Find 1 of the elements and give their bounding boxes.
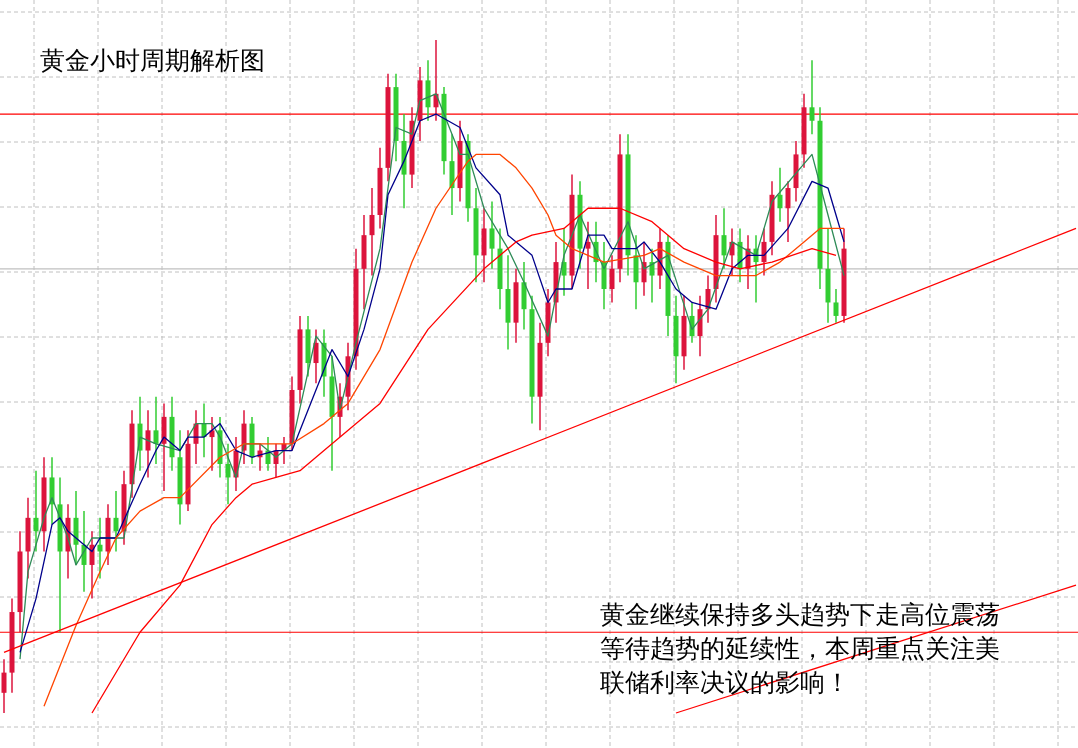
chart-title: 黄金小时周期解析图 [40,45,265,77]
